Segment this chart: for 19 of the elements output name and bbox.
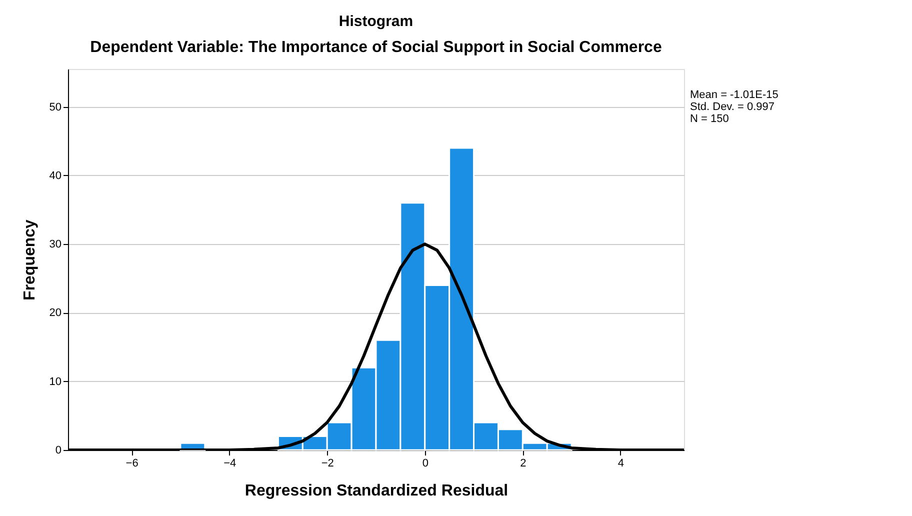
chart-title: Histogram: [338, 13, 414, 30]
x-tick-label: −2: [321, 458, 334, 470]
x-tick-label: 2: [520, 458, 526, 470]
x-tick-label: 4: [618, 458, 624, 470]
x-tick-label: −4: [224, 458, 236, 470]
y-tick-label: 0: [55, 444, 62, 456]
y-axis-title: Frequency: [21, 219, 38, 300]
x-axis-title: Regression Standardized Residual: [244, 482, 508, 500]
y-tick-label: 20: [49, 307, 62, 320]
y-tick-label: 10: [49, 376, 62, 388]
x-tick-label: −6: [126, 458, 138, 470]
chart-subtitle: Dependent Variable: The Importance of Social Support in Social Commerce: [90, 39, 662, 56]
y-tick-label: 50: [49, 101, 62, 114]
y-tick-label: 30: [49, 238, 62, 251]
y-tick-label: 40: [49, 170, 62, 182]
x-tick-label: 0: [422, 458, 428, 470]
text: Mean = -1.01E-15: [690, 89, 778, 101]
text: N = 150: [690, 113, 729, 125]
text: Std. Dev. = 0.997: [690, 101, 774, 113]
